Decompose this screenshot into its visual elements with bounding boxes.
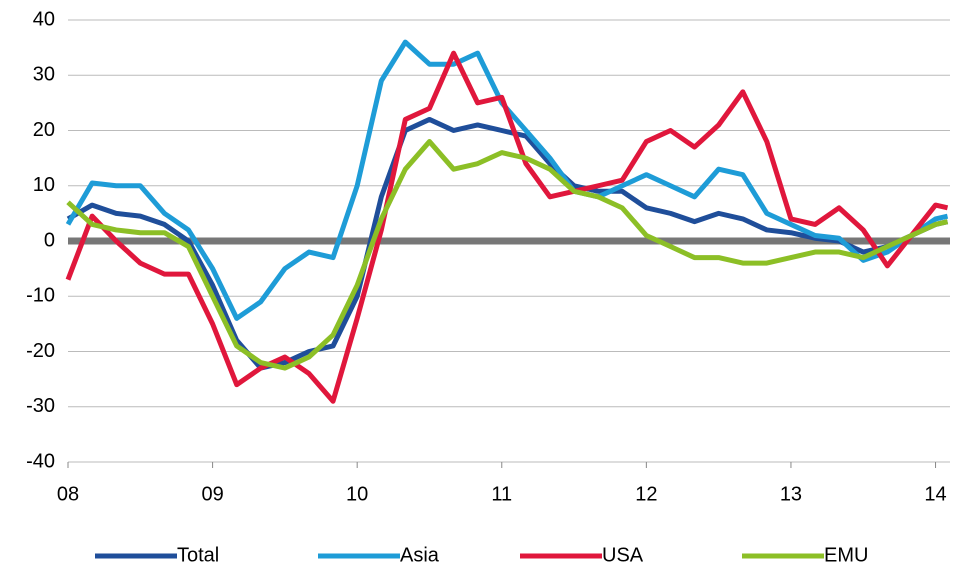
y-tick-label: 30: [33, 64, 55, 86]
legend-label: Total: [177, 544, 219, 566]
y-tick-label: -30: [26, 395, 55, 417]
legend-label: EMU: [824, 544, 868, 566]
x-tick-label: 12: [635, 483, 657, 505]
x-tick-label: 10: [346, 483, 368, 505]
x-tick-label: 09: [201, 483, 223, 505]
y-tick-label: 0: [44, 229, 55, 251]
y-tick-label: -40: [26, 450, 55, 472]
series-line: [65, 50, 949, 404]
series-line: [66, 139, 949, 371]
y-tick-label: 10: [33, 174, 55, 196]
y-tick-label: 20: [33, 119, 55, 141]
x-tick-label: 13: [780, 483, 802, 505]
legend-label: USA: [602, 544, 644, 566]
y-tick-label: -20: [26, 340, 55, 362]
series-line: [65, 39, 949, 321]
y-tick-label: 40: [33, 8, 55, 30]
y-tick-label: -10: [26, 285, 55, 307]
x-tick-label: 08: [57, 483, 79, 505]
legend-label: Asia: [400, 544, 440, 566]
x-tick-label: 14: [924, 483, 946, 505]
x-tick-label: 11: [491, 483, 512, 505]
